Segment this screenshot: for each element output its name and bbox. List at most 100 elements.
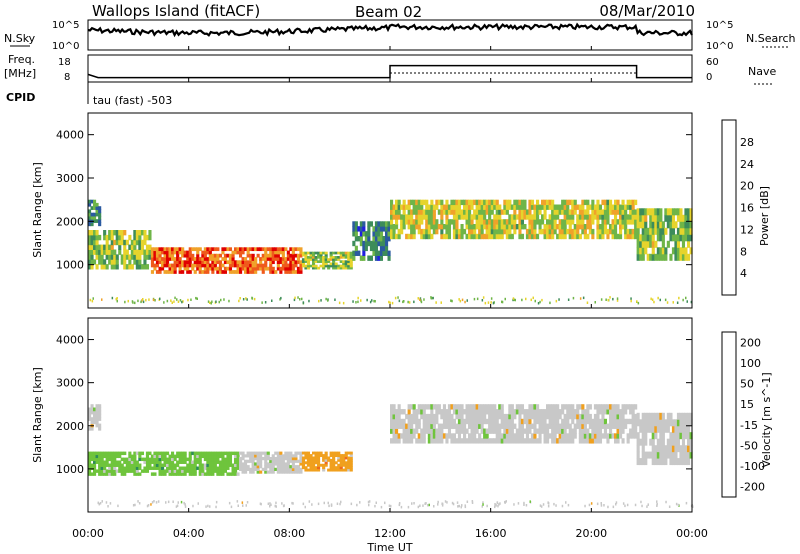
power-cell (470, 233, 474, 240)
velocity-cell (538, 438, 542, 444)
velocity-cell (332, 468, 336, 472)
power-cell (339, 256, 343, 259)
velocity-cell (251, 465, 255, 469)
power-cell (415, 199, 419, 206)
velocity-cell (236, 454, 240, 459)
power-cell (374, 231, 379, 237)
velocity-cell (606, 438, 610, 444)
power-cell (634, 214, 638, 220)
velocity-cell (609, 423, 613, 429)
velocity-cell (213, 466, 217, 470)
power-cell (679, 227, 683, 235)
velocity-cell (206, 469, 210, 473)
power-speck (403, 300, 405, 303)
power-cell (432, 204, 436, 210)
velocity-cell (417, 433, 421, 439)
velocity-cell (276, 470, 280, 474)
velocity-cell (603, 409, 608, 415)
velocity-cell (478, 418, 482, 425)
velocity-cell (284, 451, 288, 455)
power-cell (90, 249, 94, 255)
power-cell (619, 219, 623, 225)
velocity-cell (171, 454, 175, 459)
power-cell (510, 214, 514, 220)
velocity-cell (402, 409, 406, 415)
power-cell (508, 233, 512, 240)
velocity-cell (676, 425, 681, 433)
power-speck (407, 300, 409, 304)
power-cell (279, 270, 283, 274)
velocity-cell (90, 466, 94, 470)
velocity-speck (640, 500, 642, 504)
power-cell (226, 266, 230, 271)
velocity-cell (646, 419, 650, 427)
velocity-cell (291, 459, 295, 463)
power-cell (593, 204, 598, 210)
power-cell (98, 206, 102, 210)
power-cell (133, 244, 137, 250)
velocity-cell (246, 459, 250, 463)
power-cell (513, 204, 517, 210)
velocity-cell (276, 451, 280, 455)
velocity-cell (548, 433, 552, 439)
velocity-cell (402, 428, 406, 434)
velocity-cell (93, 410, 97, 415)
velocity-cell (289, 454, 293, 458)
velocity-cell (510, 433, 514, 439)
power-cell (430, 204, 434, 210)
velocity-cell (601, 423, 605, 429)
power-cell (649, 227, 653, 235)
velocity-cell (659, 432, 663, 440)
power-cell (666, 240, 670, 248)
velocity-speck (466, 500, 469, 503)
velocity-cell (327, 468, 331, 472)
power-cell (447, 224, 452, 230)
power-cell (551, 233, 555, 240)
power-cell (679, 214, 683, 222)
velocity-cell (488, 404, 492, 410)
velocity-cell (528, 423, 532, 429)
velocity-ytick-label: 3000 (56, 377, 84, 390)
velocity-speck (677, 503, 680, 507)
velocity-speck (384, 501, 386, 505)
power-cell (140, 244, 145, 250)
power-speck (651, 298, 654, 301)
power-cell (621, 209, 625, 215)
velocity-cell (460, 428, 464, 434)
velocity-cell (390, 413, 394, 420)
power-cell (90, 244, 94, 250)
power-cell (385, 231, 389, 237)
power-cell (322, 260, 326, 263)
velocity-cell (161, 469, 165, 473)
power-cell (332, 258, 336, 261)
power-cell (442, 204, 447, 210)
velocity-cell (473, 404, 477, 410)
power-cell (490, 209, 494, 215)
velocity-cell (216, 472, 220, 476)
velocity-cell (211, 457, 215, 462)
power-cell (661, 240, 665, 248)
power-cell (369, 255, 374, 261)
velocity-cell (495, 433, 499, 439)
power-cell (231, 260, 235, 265)
power-cell (274, 270, 278, 274)
velocity-cell (289, 465, 293, 469)
velocity-cell (239, 462, 243, 466)
velocity-cell (551, 423, 555, 429)
velocity-cell (183, 454, 187, 459)
velocity-cell (561, 423, 565, 429)
velocity-cell (223, 451, 228, 456)
power-cell (158, 250, 162, 255)
power-cell (616, 233, 620, 240)
power-cell (264, 247, 268, 252)
power-cell (561, 228, 565, 235)
velocity-cell (510, 404, 514, 410)
power-cell (198, 247, 202, 252)
velocity-cell (480, 404, 484, 410)
power-cell (344, 266, 348, 270)
velocity-cell (153, 451, 157, 456)
power-cell (130, 254, 134, 260)
power-cell (510, 233, 514, 240)
velocity-cell (606, 404, 610, 410)
